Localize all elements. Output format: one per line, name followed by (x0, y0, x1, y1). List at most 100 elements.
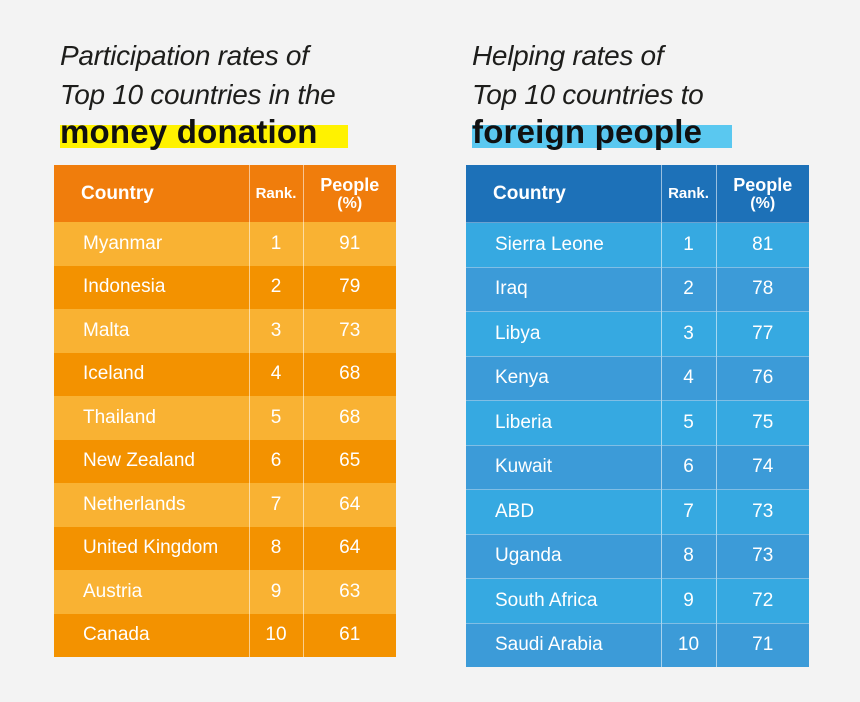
people-cell: 81 (715, 222, 809, 267)
table-row: Liberia 5 75 (466, 400, 809, 445)
country-cell: Iraq (495, 278, 528, 300)
people-cell: 71 (715, 623, 809, 667)
table-row: Kuwait 6 74 (466, 445, 809, 490)
header-country: Country (493, 182, 566, 204)
people-cell: 64 (302, 526, 396, 570)
heading-line-1: Helping rates of (472, 40, 664, 71)
table-row: Iraq 2 78 (466, 267, 809, 312)
table-row: Sierra Leone 1 81 (466, 222, 809, 267)
people-cell: 75 (715, 400, 809, 445)
header-people-label: People (733, 175, 793, 195)
heading-line-2: Top 10 countries to (472, 79, 704, 110)
heading-highlight: money donation (60, 115, 348, 148)
header-people-label: People (320, 175, 380, 195)
rank-cell: 10 (660, 623, 716, 667)
rank-cell: 9 (660, 578, 716, 623)
table-row: Myanmar 1 91 (54, 222, 396, 266)
country-cell: Libya (495, 322, 541, 344)
country-cell: Sierra Leone (495, 233, 604, 255)
rank-cell: 1 (248, 222, 303, 266)
country-cell: Iceland (83, 363, 145, 385)
table-row: United Kingdom 8 64 (54, 526, 396, 570)
people-cell: 76 (715, 356, 809, 401)
people-cell: 72 (715, 578, 809, 623)
people-cell: 78 (715, 267, 809, 312)
table-row: Malta 3 73 (54, 309, 396, 353)
header-people-unit: (%) (750, 195, 776, 212)
rank-cell: 6 (248, 439, 303, 483)
table-row: Uganda 8 73 (466, 534, 809, 579)
foreign-people-heading: Helping rates of Top 10 countries to for… (472, 36, 860, 148)
rank-cell: 3 (248, 309, 303, 353)
rank-cell: 8 (660, 534, 716, 579)
people-cell: 73 (715, 489, 809, 534)
rank-cell: 3 (660, 311, 716, 356)
country-cell: Thailand (83, 406, 156, 428)
table-row: Thailand 5 68 (54, 396, 396, 440)
table-row: ABD 7 73 (466, 489, 809, 534)
people-cell: 73 (715, 534, 809, 579)
country-cell: Uganda (495, 545, 562, 567)
table-row: Netherlands 7 64 (54, 483, 396, 527)
header-rank: Rank. (248, 165, 303, 222)
rank-cell: 7 (660, 489, 716, 534)
rank-cell: 6 (660, 445, 716, 490)
header-people-unit: (%) (337, 195, 363, 212)
people-cell: 73 (302, 309, 396, 353)
people-cell: 68 (302, 352, 396, 396)
heading-line-1: Participation rates of (60, 40, 309, 71)
people-cell: 77 (715, 311, 809, 356)
table-header-row: Country Rank. People (%) (466, 165, 809, 223)
country-cell: ABD (495, 500, 535, 522)
header-people: People (%) (715, 165, 809, 223)
country-cell: Kenya (495, 367, 549, 389)
country-cell: Indonesia (83, 276, 166, 298)
table-row: New Zealand 6 65 (54, 439, 396, 483)
foreign-people-table: Country Rank. People (%) Sierra Leone 1 81 I… (466, 165, 809, 667)
country-cell: South Africa (495, 589, 598, 611)
rank-cell: 1 (660, 222, 716, 267)
table-row: Austria 9 63 (54, 570, 396, 614)
rank-cell: 10 (248, 613, 303, 657)
people-cell: 65 (302, 439, 396, 483)
country-cell: New Zealand (83, 450, 195, 472)
table-row: Libya 3 77 (466, 311, 809, 356)
table-row: Indonesia 2 79 (54, 265, 396, 309)
people-cell: 79 (302, 265, 396, 309)
country-cell: Canada (83, 624, 150, 646)
people-cell: 64 (302, 483, 396, 527)
country-cell: Liberia (495, 411, 553, 433)
people-cell: 63 (302, 570, 396, 614)
table-row: Iceland 4 68 (54, 352, 396, 396)
rank-cell: 2 (248, 265, 303, 309)
heading-highlight: foreign people (472, 115, 733, 148)
country-cell: Austria (83, 580, 143, 602)
table-row: Kenya 4 76 (466, 356, 809, 401)
rank-cell: 5 (248, 396, 303, 440)
table-row: Saudi Arabia 10 71 (466, 623, 809, 667)
country-cell: United Kingdom (83, 537, 219, 559)
table-header-row: Country Rank. People (%) (54, 165, 396, 222)
table-row: Canada 10 61 (54, 613, 396, 657)
people-cell: 91 (302, 222, 396, 266)
rank-cell: 2 (660, 267, 716, 312)
header-people: People (%) (302, 165, 396, 222)
table-row: South Africa 9 72 (466, 578, 809, 623)
money-donation-table: Country Rank. People (%) Myanmar 1 91 Indone… (54, 165, 396, 657)
country-cell: Kuwait (495, 456, 553, 478)
header-country: Country (81, 182, 154, 204)
rank-cell: 4 (248, 352, 303, 396)
rank-cell: 4 (660, 356, 716, 401)
people-cell: 74 (715, 445, 809, 490)
heading-line-2: Top 10 countries in the (60, 79, 336, 110)
people-cell: 68 (302, 396, 396, 440)
rank-cell: 5 (660, 400, 716, 445)
rank-cell: 7 (248, 483, 303, 527)
country-cell: Saudi Arabia (495, 634, 603, 656)
country-cell: Malta (83, 319, 130, 341)
money-donation-heading: Participation rates of Top 10 countries … (60, 36, 460, 148)
country-cell: Myanmar (83, 232, 163, 254)
rank-cell: 9 (248, 570, 303, 614)
rank-cell: 8 (248, 526, 303, 570)
country-cell: Netherlands (83, 493, 186, 515)
